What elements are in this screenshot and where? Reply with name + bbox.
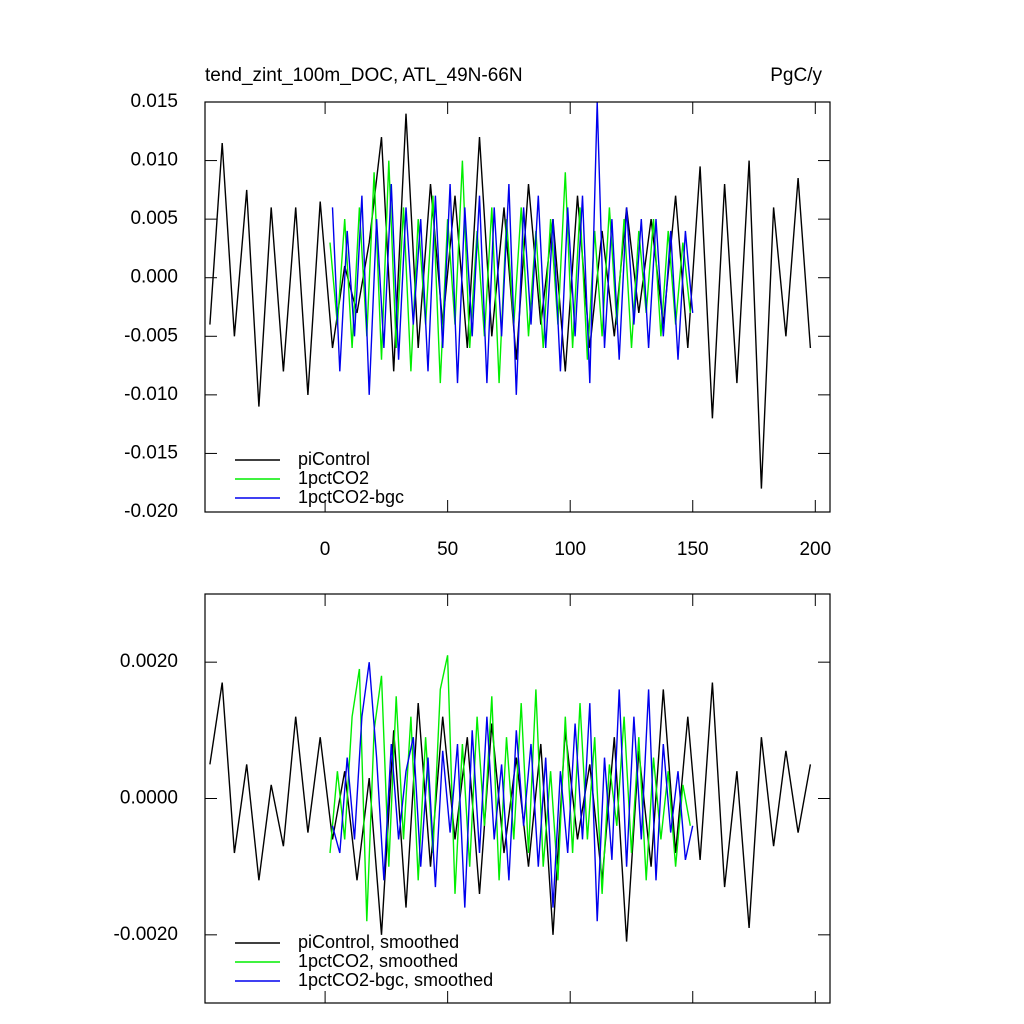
y-tick-label: -0.005 (124, 325, 178, 346)
series-line (329, 655, 691, 922)
series-line (331, 101, 694, 395)
legend-label: piControl (298, 449, 370, 469)
legend-label: 1pctCO2, smoothed (298, 951, 458, 971)
y-tick-label: 0.0000 (120, 788, 178, 809)
x-tick-label: 0 (320, 539, 331, 560)
legend-label: 1pctCO2-bgc, smoothed (298, 970, 493, 990)
legend-label: piControl, smoothed (298, 932, 459, 952)
y-tick-label: -0.0020 (114, 924, 178, 945)
series-line (331, 662, 694, 922)
x-tick-label: 50 (437, 539, 458, 560)
units-label: PgC/y (770, 65, 822, 86)
y-tick-label: 0.005 (130, 208, 178, 229)
x-tick-label: 150 (677, 539, 709, 560)
y-tick-label: 0.015 (130, 91, 178, 112)
plot-frame (204, 593, 831, 1004)
y-tick-label: -0.010 (124, 384, 178, 405)
series-line (209, 113, 812, 489)
y-tick-label: 0.000 (130, 267, 178, 288)
y-tick-label: -0.020 (124, 501, 178, 522)
series-line (209, 682, 812, 942)
x-tick-label: 200 (799, 539, 831, 560)
legend-label: 1pctCO2-bgc (298, 487, 404, 507)
chart-title: tend_zint_100m_DOC, ATL_49N-66N (205, 65, 523, 86)
y-tick-label: 0.0020 (120, 651, 178, 672)
series-line (329, 160, 691, 384)
y-tick-label: -0.015 (124, 442, 178, 463)
plot-frame (204, 101, 831, 513)
y-tick-label: 0.010 (130, 150, 178, 171)
x-tick-label: 100 (554, 539, 586, 560)
legend-label: 1pctCO2 (298, 468, 369, 488)
